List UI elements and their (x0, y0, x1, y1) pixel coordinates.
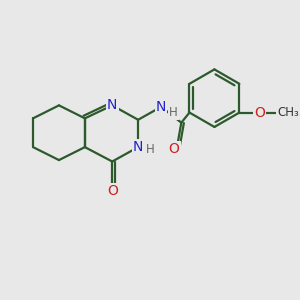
Text: O: O (254, 106, 265, 120)
Text: N: N (156, 100, 166, 114)
Text: H: H (146, 143, 154, 156)
Text: O: O (107, 184, 118, 198)
Text: N: N (107, 98, 117, 112)
Text: H: H (169, 106, 178, 119)
Text: N: N (133, 140, 143, 154)
Text: O: O (169, 142, 180, 156)
Text: CH₃: CH₃ (278, 106, 299, 119)
